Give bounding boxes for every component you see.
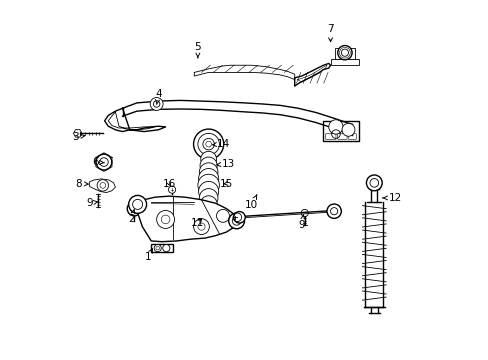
Circle shape — [168, 186, 175, 193]
Text: 4: 4 — [155, 89, 162, 104]
Text: 6: 6 — [92, 157, 104, 167]
Circle shape — [200, 157, 217, 174]
Circle shape — [201, 203, 216, 219]
Text: 14: 14 — [212, 139, 229, 149]
Text: 9: 9 — [86, 198, 98, 208]
Circle shape — [128, 195, 146, 213]
Circle shape — [228, 213, 244, 229]
Circle shape — [366, 175, 382, 191]
Text: 8: 8 — [75, 179, 88, 189]
Circle shape — [195, 205, 222, 232]
Circle shape — [127, 202, 142, 216]
Text: 10: 10 — [244, 195, 258, 210]
Circle shape — [233, 212, 244, 223]
Circle shape — [199, 163, 218, 181]
Circle shape — [301, 210, 308, 217]
Circle shape — [153, 101, 160, 107]
Polygon shape — [323, 121, 359, 140]
Polygon shape — [335, 48, 354, 59]
Text: 9: 9 — [298, 214, 305, 230]
Circle shape — [341, 123, 354, 136]
Text: 5: 5 — [194, 42, 201, 58]
Circle shape — [203, 214, 213, 224]
Circle shape — [198, 168, 218, 189]
Circle shape — [198, 181, 218, 202]
Text: 13: 13 — [216, 159, 235, 169]
Circle shape — [163, 244, 169, 252]
Circle shape — [326, 204, 341, 219]
Circle shape — [156, 211, 174, 228]
Circle shape — [193, 129, 223, 159]
Polygon shape — [330, 59, 359, 65]
Circle shape — [201, 151, 216, 167]
Circle shape — [96, 154, 112, 170]
Polygon shape — [135, 196, 237, 242]
Circle shape — [97, 180, 108, 191]
Text: 3: 3 — [73, 132, 85, 142]
Text: 1: 1 — [144, 249, 152, 262]
Text: 11: 11 — [191, 218, 204, 228]
Text: 7: 7 — [326, 24, 333, 42]
Circle shape — [193, 219, 209, 234]
Text: 16: 16 — [162, 179, 176, 189]
Circle shape — [200, 196, 217, 213]
Text: 15: 15 — [220, 179, 233, 189]
Circle shape — [150, 98, 163, 111]
Circle shape — [203, 138, 214, 150]
Polygon shape — [89, 179, 115, 193]
Text: 2: 2 — [128, 209, 135, 224]
Circle shape — [198, 174, 219, 196]
Circle shape — [199, 189, 218, 207]
Circle shape — [337, 45, 351, 60]
Text: 12: 12 — [382, 193, 401, 203]
Circle shape — [154, 244, 161, 252]
Circle shape — [328, 120, 343, 134]
Circle shape — [216, 210, 229, 222]
Polygon shape — [151, 244, 172, 252]
